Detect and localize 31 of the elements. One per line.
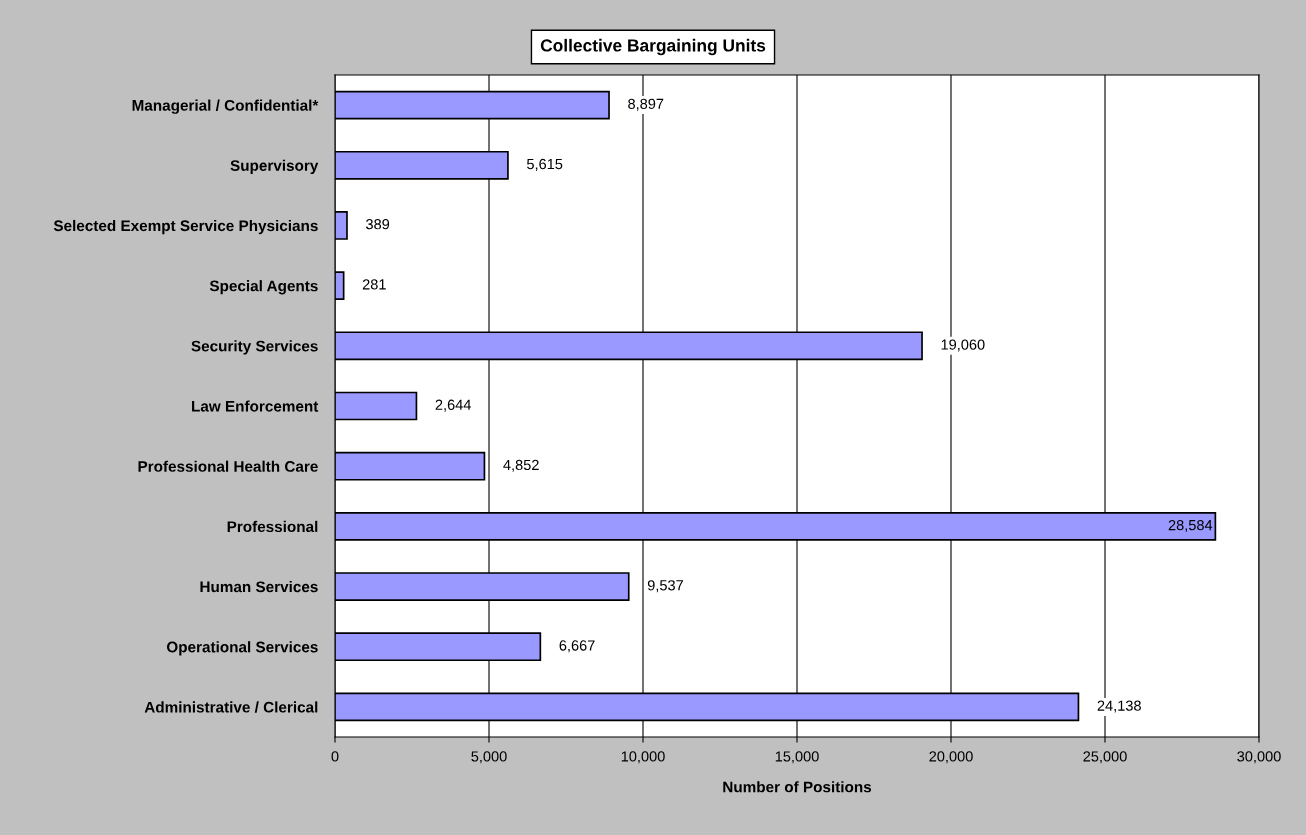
x-axis-title: Number of Positions bbox=[723, 781, 872, 793]
data-label: 6,667 bbox=[559, 640, 595, 653]
x-tick-label: 20,000 bbox=[929, 751, 973, 764]
y-tick-label: Managerial / Confidential* bbox=[132, 99, 319, 114]
x-tick-label: 30,000 bbox=[1237, 751, 1281, 764]
data-label: 4,852 bbox=[503, 459, 539, 472]
chart-title: Collective Bargaining Units bbox=[540, 38, 766, 56]
x-tick-label: 0 bbox=[331, 751, 339, 762]
data-label: 2,644 bbox=[435, 399, 471, 412]
data-label: 9,537 bbox=[647, 580, 683, 593]
y-tick-label: Security Services bbox=[191, 340, 318, 355]
y-tick-label: Human Services bbox=[200, 581, 318, 593]
x-tick-label: 5,000 bbox=[471, 751, 507, 764]
y-tick-label: Special Agents bbox=[209, 280, 318, 295]
y-tick-label: Law Enforcement bbox=[192, 400, 319, 412]
data-label: 5,615 bbox=[527, 158, 563, 171]
data-label: 8,897 bbox=[628, 98, 664, 111]
x-tick-label: 10,000 bbox=[621, 751, 665, 764]
y-tick-label: Professional Health Care bbox=[138, 460, 318, 472]
data-label: 24,138 bbox=[1097, 700, 1141, 713]
y-tick-label: Administrative / Clerical bbox=[144, 701, 318, 713]
y-tick-label: Operational Services bbox=[166, 641, 318, 656]
x-tick-label: 25,000 bbox=[1083, 751, 1127, 764]
y-tick-label: Professional bbox=[227, 520, 318, 533]
x-tick-label: 15,000 bbox=[775, 751, 819, 764]
y-tick-label: Supervisory bbox=[230, 159, 319, 174]
data-label: 389 bbox=[366, 219, 390, 230]
data-label: 28,584 bbox=[1168, 519, 1213, 532]
y-tick-label: Selected Exempt Service Physicians bbox=[53, 219, 318, 235]
data-label: 19,060 bbox=[941, 339, 985, 352]
data-label: 281 bbox=[362, 279, 386, 290]
